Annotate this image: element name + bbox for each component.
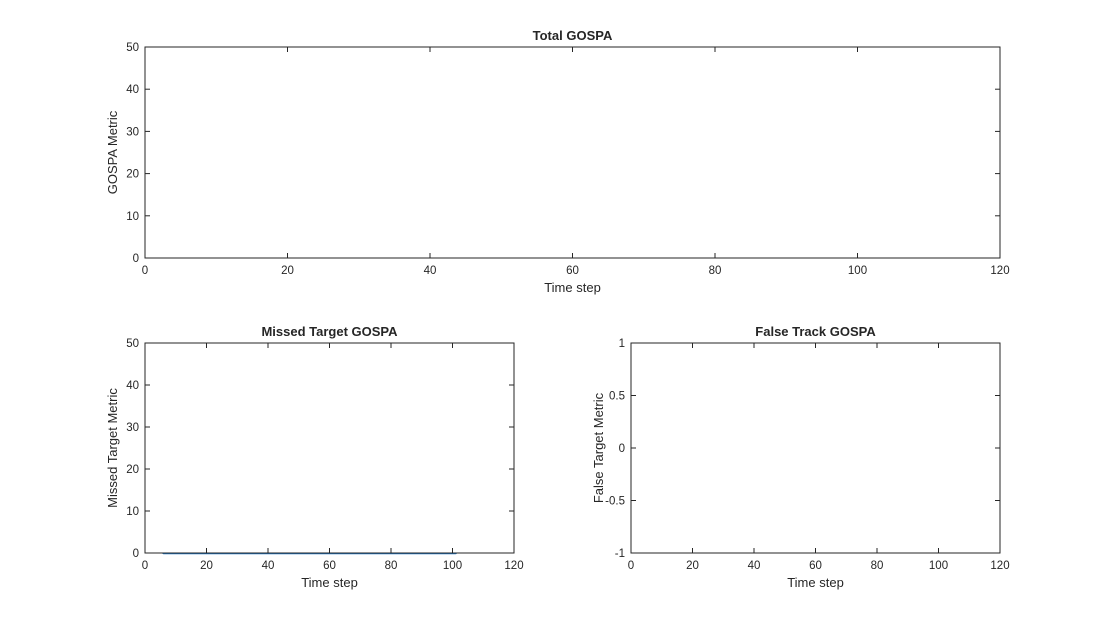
total-y-tick-label: 10 (126, 211, 139, 223)
missed-y-tick-label: 30 (126, 422, 139, 434)
total-y-tick-label: 20 (126, 169, 139, 181)
false-y-tick-label: 0 (619, 443, 625, 455)
false-axes: 0 20 40 60 80 100 120 -1 -0.5 0 0.5 1 False Track GO… (591, 324, 1010, 590)
total-y-tick-label: 40 (126, 84, 139, 96)
false-x-tick-label: 40 (748, 560, 761, 572)
false-x-tick-label: 80 (871, 560, 884, 572)
missed-x-tick-label: 0 (142, 560, 148, 572)
missed-x-tick-label: 120 (504, 560, 523, 572)
total-chart-title: Total GOSPA (533, 28, 613, 43)
missed-y-axis-label: Missed Target Metric (105, 388, 120, 508)
total-y-tick-label: 50 (126, 42, 139, 54)
missed-y-tick-label: 10 (126, 506, 139, 518)
false-axes-box (630, 342, 1001, 554)
missed-y-tick-label: 0 (133, 548, 139, 560)
total-y-axis-label: GOSPA Metric (105, 110, 120, 194)
total-x-tick-label: 80 (709, 265, 722, 277)
total-x-axis-label: Time step (544, 280, 601, 295)
false-y-tick-label: 0.5 (609, 391, 625, 403)
false-x-tick-label: 60 (809, 560, 822, 572)
total-y-tick-label: 0 (133, 253, 139, 265)
total-x-tick-label: 100 (848, 265, 867, 277)
false-x-tick-label: 0 (628, 560, 634, 572)
missed-x-tick-label: 60 (323, 560, 336, 572)
missed-x-axis-label: Time step (301, 575, 358, 590)
false-y-tick-label: -1 (615, 548, 625, 560)
total-x-tick-label: 60 (566, 265, 579, 277)
missed-axes-box (144, 342, 515, 554)
total-x-tick-label: 40 (424, 265, 437, 277)
total-axes-box (144, 46, 1001, 259)
total-y-tick-label: 30 (126, 126, 139, 138)
total-x-tick-label: 20 (281, 265, 294, 277)
missed-axes: 0 20 40 60 80 100 120 0 10 20 30 40 50 Missed Target … (105, 324, 524, 590)
false-y-axis-label: False Target Metric (591, 392, 606, 503)
missed-chart-title: Missed Target GOSPA (261, 324, 398, 339)
missed-y-tick-label: 20 (126, 464, 139, 476)
missed-y-tick-label: 50 (126, 338, 139, 350)
false-chart-title: False Track GOSPA (755, 324, 876, 339)
false-y-tick-label: 1 (619, 338, 625, 350)
false-y-tick-label: -0.5 (605, 496, 625, 508)
false-x-tick-label: 20 (686, 560, 699, 572)
missed-x-tick-label: 100 (443, 560, 462, 572)
missed-x-tick-label: 40 (262, 560, 275, 572)
missed-x-tick-label: 80 (385, 560, 398, 572)
missed-x-tick-label: 20 (200, 560, 213, 572)
missed-y-tick-label: 40 (126, 380, 139, 392)
false-x-axis-label: Time step (787, 575, 844, 590)
false-x-tick-label: 100 (929, 560, 948, 572)
total-x-tick-label: 120 (990, 265, 1009, 277)
total-axes: 0 20 40 60 80 100 120 0 10 20 30 40 50 Total GOSPA Tim… (105, 28, 1010, 295)
false-x-tick-label: 120 (990, 560, 1009, 572)
total-x-tick-label: 0 (142, 265, 148, 277)
